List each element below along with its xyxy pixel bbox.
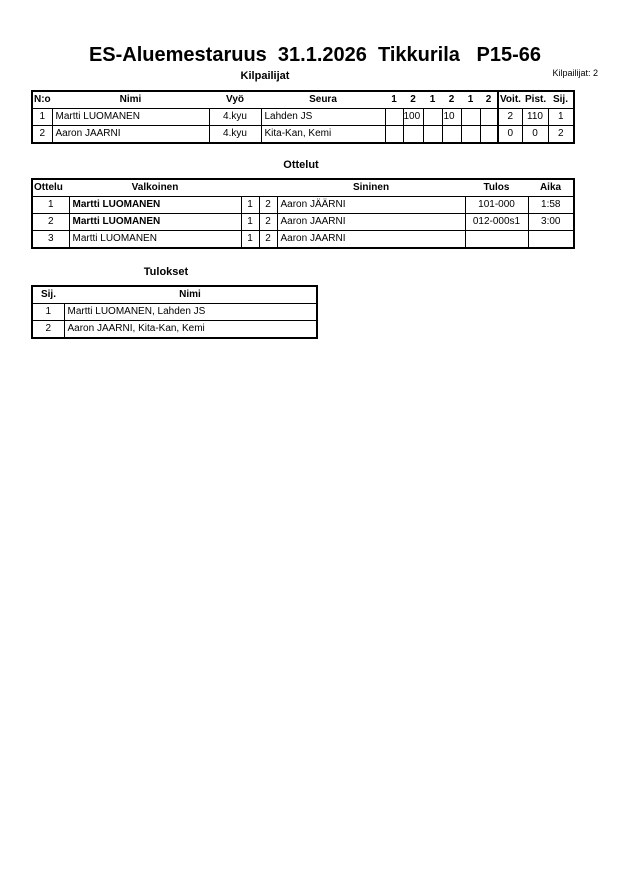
col-header: 1	[385, 90, 403, 109]
cell-blue: Aaron JAARNI	[276, 213, 466, 231]
cell-match-no: 1	[31, 196, 70, 214]
matches-heading: Ottelut	[283, 159, 319, 171]
cell-place: 2	[547, 125, 575, 144]
col-header: Vyö	[209, 90, 261, 109]
table-row: 2 Martti LUOMANEN 1 2 Aaron JAARNI 012-0…	[31, 213, 575, 231]
cell-match-no: 2	[31, 213, 70, 231]
cell-score	[384, 108, 404, 126]
cell-white: Martti LUOMANEN	[68, 196, 242, 214]
cell-score	[460, 125, 481, 144]
cell-time: 3:00	[527, 213, 575, 231]
results-heading: Tulokset	[143, 266, 189, 278]
col-header: Voit.	[497, 90, 522, 109]
table-row: 1 Martti LUOMANEN, Lahden JS	[31, 303, 318, 321]
cell-blue: Aaron JAARNI	[276, 230, 466, 249]
cell-club: Kita-Kan, Kemi	[260, 125, 386, 144]
cell-place: 1	[31, 303, 65, 321]
col-header: 1	[461, 90, 480, 109]
cell-name: Aaron JAARNI, Kita-Kan, Kemi	[63, 320, 318, 339]
cell-time: 1:58	[527, 196, 575, 214]
cell-score	[460, 108, 481, 126]
col-header: Tulos	[465, 178, 528, 197]
col-header: 2	[442, 90, 461, 109]
cell-wins: 2	[497, 108, 523, 126]
cell-points: 110	[521, 108, 549, 126]
cell-score	[422, 125, 443, 144]
col-header: Sij.	[548, 90, 574, 109]
table-row: 1 Martti LUOMANEN 4.kyu Lahden JS 100 10…	[31, 108, 575, 126]
cell-belt: 4.kyu	[208, 125, 262, 144]
cell-score	[422, 108, 443, 126]
col-header: Sij.	[32, 285, 64, 304]
col-header: 2	[403, 90, 423, 109]
table-row: 3 Martti LUOMANEN 1 2 Aaron JAARNI	[31, 230, 575, 249]
cell-white-mark: 1	[240, 213, 260, 231]
col-header: N:o	[32, 90, 52, 109]
cell-white: Martti LUOMANEN	[68, 213, 242, 231]
cell-score	[479, 125, 499, 144]
competitor-count: Kilpailijat: 2	[552, 68, 598, 78]
col-header: Sininen	[277, 178, 465, 197]
cell-name: Martti LUOMANEN	[51, 108, 210, 126]
results-table: Sij. Nimi 1 Martti LUOMANEN, Lahden JS 2…	[31, 285, 318, 339]
cell-place: 2	[31, 320, 65, 339]
cell-no: 1	[31, 108, 53, 126]
col-header: Nimi	[64, 285, 317, 304]
col-header: 2	[480, 90, 498, 109]
cell-belt: 4.kyu	[208, 108, 262, 126]
cell-club: Lahden JS	[260, 108, 386, 126]
cell-place: 1	[547, 108, 575, 126]
cell-time	[527, 230, 575, 249]
cell-score: 100	[402, 108, 424, 126]
cell-white-mark: 1	[240, 230, 260, 249]
cell-result	[464, 230, 529, 249]
cell-score: 10	[441, 108, 462, 126]
col-header: Valkoinen	[69, 178, 241, 197]
table-row: 2 Aaron JAARNI, Kita-Kan, Kemi	[31, 320, 318, 339]
col-header: Nimi	[52, 90, 209, 109]
cell-blue-mark: 2	[258, 213, 278, 231]
header-row: Sij. Nimi	[32, 285, 317, 304]
col-header: Ottelu	[32, 178, 69, 197]
col-header: Seura	[261, 90, 385, 109]
cell-white-mark: 1	[240, 196, 260, 214]
cell-white: Martti LUOMANEN	[68, 230, 242, 249]
table-row: 1 Martti LUOMANEN 1 2 Aaron JÄÄRNI 101-0…	[31, 196, 575, 214]
col-header: 1	[423, 90, 442, 109]
page-title: ES-Aluemestaruus 31.1.2026 Tikkurila P15…	[88, 44, 542, 66]
cell-result: 012-000s1	[464, 213, 529, 231]
competitors-heading: Kilpailijat	[240, 70, 290, 82]
cell-score	[402, 125, 424, 144]
cell-wins: 0	[497, 125, 523, 144]
cell-result: 101-000	[464, 196, 529, 214]
cell-match-no: 3	[31, 230, 70, 249]
cell-name: Aaron JAARNI	[51, 125, 210, 144]
col-header: Aika	[528, 178, 574, 197]
cell-name: Martti LUOMANEN, Lahden JS	[63, 303, 318, 321]
cell-points: 0	[521, 125, 549, 144]
cell-blue: Aaron JÄÄRNI	[276, 196, 466, 214]
cell-blue-mark: 2	[258, 230, 278, 249]
matches-table: Ottelu Valkoinen Sininen Tulos Aika 1 Ma…	[31, 178, 575, 249]
cell-score	[479, 108, 499, 126]
competitors-table: N:o Nimi Vyö Seura 1 2 1 2 1 2 Voit. Pis…	[31, 90, 575, 144]
table-row: 2 Aaron JAARNI 4.kyu Kita-Kan, Kemi 0 0 …	[31, 125, 575, 144]
cell-no: 2	[31, 125, 53, 144]
cell-score	[384, 125, 404, 144]
col-header: Pist.	[522, 90, 548, 109]
cell-score	[441, 125, 462, 144]
header-row: N:o Nimi Vyö Seura 1 2 1 2 1 2 Voit. Pis…	[32, 90, 574, 109]
cell-blue-mark: 2	[258, 196, 278, 214]
header-row: Ottelu Valkoinen Sininen Tulos Aika	[32, 178, 574, 197]
